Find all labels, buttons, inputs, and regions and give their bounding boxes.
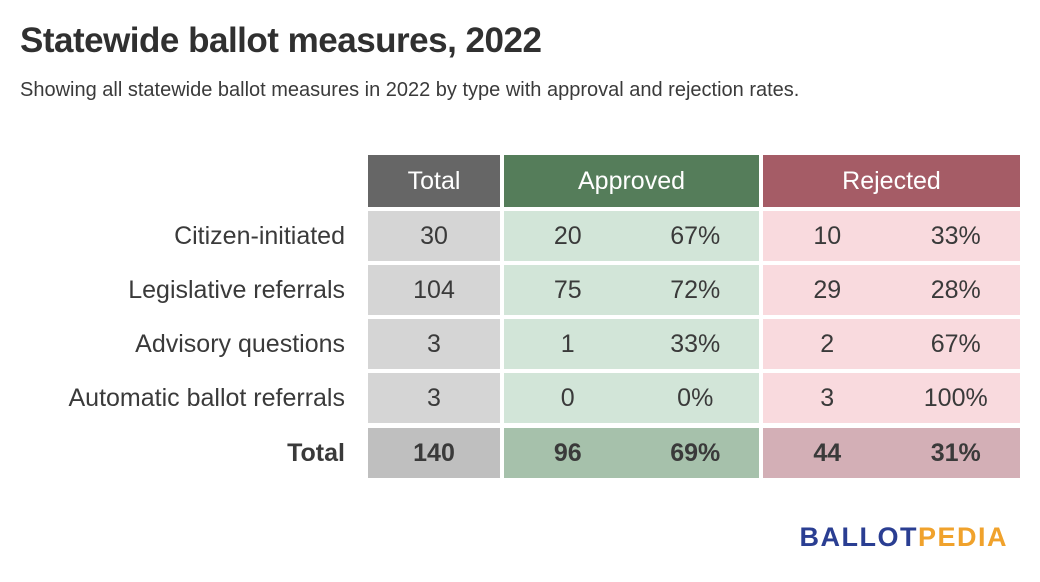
header-label-spacer — [20, 155, 368, 207]
approved-count: 1 — [560, 329, 575, 358]
ballotpedia-logo: BALLOTPEDIA — [799, 522, 1008, 552]
rejected-percent: 33% — [930, 221, 981, 250]
rejected-percent: 28% — [930, 275, 981, 304]
approved-count: 0 — [560, 383, 575, 412]
logo-text-ballot: BALLOT — [799, 522, 918, 552]
table-row: Legislative referrals 104 75 72% 29 28% — [20, 265, 1020, 315]
row-label: Citizen-initiated — [174, 221, 345, 250]
rejected-cell: 10 33% — [763, 211, 1020, 261]
total-value: 104 — [368, 265, 500, 315]
rejected-percent: 31% — [930, 438, 981, 467]
header-total: Total — [368, 155, 500, 207]
approved-percent: 72% — [670, 275, 721, 304]
approved-percent: 33% — [670, 329, 721, 358]
approved-percent: 69% — [670, 438, 721, 467]
rejected-cell: 29 28% — [763, 265, 1020, 315]
approved-cell: 75 72% — [504, 265, 759, 315]
table-row: Advisory questions 3 1 33% 2 67% — [20, 319, 1020, 369]
rejected-count: 29 — [813, 275, 842, 304]
rejected-percent: 100% — [923, 383, 988, 412]
approved-count: 20 — [553, 221, 582, 250]
approved-percent: 0% — [677, 383, 714, 412]
total-value: 3 — [368, 373, 500, 423]
approved-cell: 96 69% — [504, 428, 759, 478]
approved-count: 75 — [553, 275, 582, 304]
approved-count: 96 — [553, 438, 582, 467]
rejected-percent: 67% — [930, 329, 981, 358]
rejected-cell: 3 100% — [763, 373, 1020, 423]
approved-cell: 20 67% — [504, 211, 759, 261]
logo-text-pedia: PEDIA — [917, 522, 1008, 552]
total-value: 3 — [368, 319, 500, 369]
rejected-cell: 44 31% — [763, 428, 1020, 478]
rejected-count: 44 — [813, 438, 842, 467]
page-subtitle: Showing all statewide ballot measures in… — [20, 79, 800, 101]
row-label: Legislative referrals — [128, 275, 345, 304]
row-label: Advisory questions — [135, 329, 345, 358]
total-value: 140 — [368, 428, 500, 478]
approved-cell: 0 0% — [504, 373, 759, 423]
table-header-row: Total Approved Rejected — [20, 155, 1020, 207]
header-approved: Approved — [504, 155, 759, 207]
approved-percent: 67% — [670, 221, 721, 250]
rejected-cell: 2 67% — [763, 319, 1020, 369]
rejected-count: 3 — [820, 383, 835, 412]
rejected-count: 10 — [813, 221, 842, 250]
table-row: Citizen-initiated 30 20 67% 10 33% — [20, 211, 1020, 261]
rejected-count: 2 — [820, 329, 835, 358]
table-row: Automatic ballot referrals 3 0 0% 3 100% — [20, 373, 1020, 423]
page-title: Statewide ballot measures, 2022 — [20, 21, 542, 60]
ballot-measures-table: Total Approved Rejected Citizen-initiate… — [20, 155, 1020, 478]
table-total-row: Total 140 96 69% 44 31% — [20, 428, 1020, 478]
header-rejected: Rejected — [763, 155, 1020, 207]
total-value: 30 — [368, 211, 500, 261]
approved-cell: 1 33% — [504, 319, 759, 369]
row-label: Total — [287, 438, 345, 467]
row-label: Automatic ballot referrals — [68, 383, 345, 412]
